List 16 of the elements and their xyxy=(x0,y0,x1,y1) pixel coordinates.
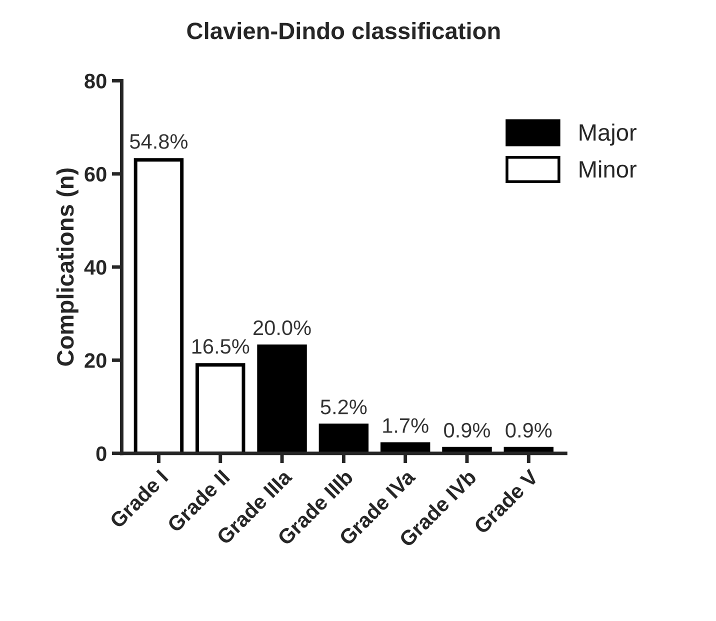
legend-label: Minor xyxy=(580,160,636,178)
annotation: 16.5% xyxy=(192,339,250,354)
legend-label: Major xyxy=(580,124,636,146)
y-tick-label: 80 xyxy=(84,74,106,88)
y-tick-label: 60 xyxy=(84,166,106,182)
y-tick-label: 40 xyxy=(84,260,106,275)
annotation: 1.7% xyxy=(383,418,428,433)
annotation: 20.0% xyxy=(254,320,311,336)
annotation: 5.2% xyxy=(320,400,367,414)
y-tick-label: 20 xyxy=(84,353,106,368)
annotation: 0.9% xyxy=(506,422,552,438)
annotation: 54.8% xyxy=(130,134,188,149)
chart-title: Clavien-Dindo classification xyxy=(187,22,500,40)
annotation: 0.9% xyxy=(444,422,490,438)
y-axis-title: Complications (n) xyxy=(56,168,78,366)
y-tick-label: 0 xyxy=(96,446,106,462)
